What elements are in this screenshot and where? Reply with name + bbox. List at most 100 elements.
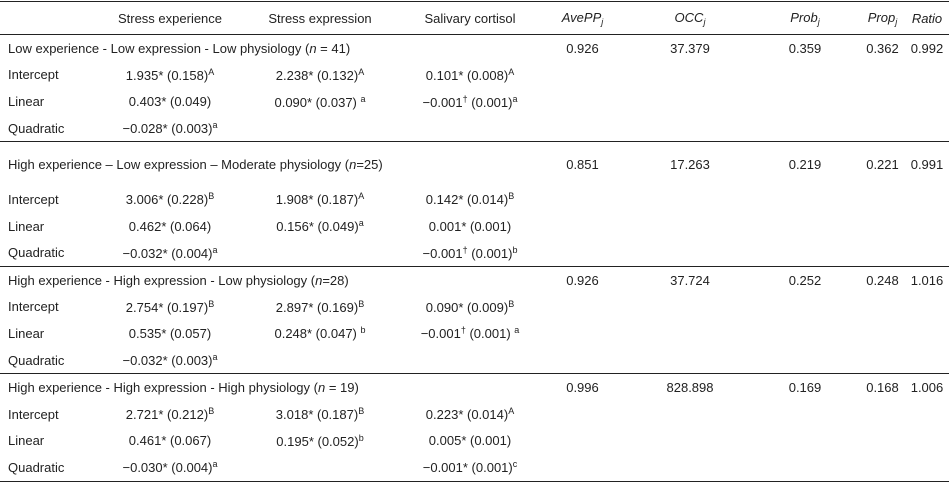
estimate-cell: 0.005* (0.001): [405, 427, 535, 454]
estimate-cell: 0.090* (0.009)B: [405, 293, 535, 320]
row-label: Quadratic: [0, 454, 105, 481]
stat-value: 0.996: [566, 379, 599, 395]
header-cell: Ratio: [905, 2, 949, 35]
stat-cell: 1.016: [905, 266, 949, 293]
estimate-cell: −0.028* (0.003)a: [105, 115, 235, 142]
superscript: B: [208, 191, 215, 202]
text: 0.005* (0.001): [428, 433, 512, 449]
estimate-cell: −0.001† (0.001)a: [405, 88, 535, 115]
data-row: Intercept 2.721* (0.212)B 3.018* (0.187)B 0…: [0, 401, 949, 428]
text: (0.001): [467, 245, 513, 261]
superscript: a: [212, 120, 218, 131]
stat-value: 1.016: [910, 272, 944, 288]
empty-cell: [535, 427, 949, 454]
data-row: Linear 0.535* (0.057) 0.248* (0.047) b −0.0…: [0, 320, 949, 347]
text: −0.032* (0.003): [122, 353, 213, 369]
row-label-text: Linear: [8, 325, 45, 341]
superscript: †: [462, 244, 468, 255]
estimate-cell: 1.935* (0.158)A: [105, 62, 235, 89]
superscript: c: [512, 459, 518, 470]
data-row: Intercept 3.006* (0.228)B 1.908* (0.187)A 0…: [0, 186, 949, 213]
stat-value: 828.898: [666, 379, 714, 395]
estimate-cell: [235, 347, 405, 374]
superscript: b: [360, 325, 366, 336]
stat-cell: 0.252: [750, 266, 860, 293]
estimate-cell: 0.142* (0.014)B: [405, 186, 535, 213]
superscript: a: [212, 459, 218, 470]
stat-value: 0.168: [866, 379, 899, 395]
empty-cell: [535, 186, 949, 213]
text: 0.535* (0.057): [128, 325, 212, 341]
text: High experience - High expression - High…: [8, 379, 318, 395]
group-title: High experience - High expression - High…: [0, 374, 535, 401]
estimate-cell: 0.403* (0.049): [105, 88, 235, 115]
estimate-cell: −0.030* (0.004)a: [105, 454, 235, 481]
header-cell: OCCj: [630, 2, 750, 35]
header-cell: Stress experience: [105, 2, 235, 35]
text: 1.908* (0.187): [275, 192, 359, 208]
estimate-cell: [235, 115, 405, 142]
text: = 41): [316, 40, 351, 56]
text: 2.754* (0.197): [125, 299, 209, 315]
table-header: Stress experience Stress expression Saliva…: [0, 1, 949, 35]
estimate-cell: [235, 239, 405, 266]
text: 0.001* (0.001): [428, 218, 512, 234]
stat-cell: 0.221: [860, 142, 905, 186]
superscript: a: [212, 244, 218, 255]
text: 0.156* (0.049): [276, 219, 359, 235]
estimate-cell: −0.001* (0.001)c: [405, 454, 535, 481]
profile-group: High experience - High expression - High…: [0, 373, 949, 482]
text: 0.195* (0.052): [276, 433, 359, 449]
group-row: High experience – Low expression – Moder…: [0, 141, 949, 186]
stat-value: 17.263: [670, 156, 710, 172]
data-row: Quadratic −0.032* (0.003)a: [0, 347, 949, 374]
superscript: A: [358, 66, 365, 77]
superscript: A: [208, 66, 215, 77]
text: −0.032* (0.004): [122, 245, 213, 261]
text: Stress expression: [268, 10, 372, 26]
stat-cell: 0.219: [750, 142, 860, 186]
data-row: Linear 0.462* (0.064) 0.156* (0.049)a 0.001…: [0, 213, 949, 240]
row-label-text: Intercept: [8, 406, 59, 422]
estimate-cell: 2.754* (0.197)B: [105, 293, 235, 320]
estimate-cell: 1.908* (0.187)A: [235, 186, 405, 213]
italic: n: [315, 272, 323, 288]
data-row: Intercept 2.754* (0.197)B 2.897* (0.169)B 0…: [0, 293, 949, 320]
text: (0.001): [467, 94, 513, 110]
data-row: Intercept 1.935* (0.158)A 2.238* (0.132)A 0…: [0, 62, 949, 89]
superscript: A: [508, 66, 515, 77]
stat-cell: 0.992: [905, 35, 949, 62]
row-label-text: Linear: [8, 94, 45, 110]
stat-cell: 37.724: [630, 266, 750, 293]
row-label-text: Intercept: [8, 299, 59, 315]
text: −0.001: [422, 94, 463, 110]
row-label: Quadratic: [0, 115, 105, 142]
italic: OCC: [674, 9, 704, 25]
italic: Ratio: [911, 10, 943, 26]
superscript: a: [212, 352, 218, 363]
estimate-cell: 0.090* (0.037) a: [235, 88, 405, 115]
empty-cell: [535, 401, 949, 428]
row-label-text: Quadratic: [8, 459, 65, 475]
superscript: A: [358, 191, 365, 202]
stat-cell: 1.006: [905, 374, 949, 401]
stat-cell: 17.263: [630, 142, 750, 186]
profile-group: High experience – Low expression – Moder…: [0, 141, 949, 266]
subscript: j: [895, 16, 898, 27]
header-cell: AvePPj: [535, 2, 630, 35]
estimate-cell: 0.101* (0.008)A: [405, 62, 535, 89]
text: Salivary cortisol: [424, 10, 516, 26]
estimate-cell: −0.032* (0.004)a: [105, 239, 235, 266]
text: (0.001): [465, 326, 515, 342]
superscript: B: [208, 298, 215, 309]
superscript: †: [460, 325, 466, 336]
row-label: Linear: [0, 88, 105, 115]
stat-cell: 0.168: [860, 374, 905, 401]
stat-value: 0.992: [910, 40, 944, 56]
stat-value: 0.169: [788, 379, 822, 395]
estimate-cell: 0.156* (0.049)a: [235, 213, 405, 240]
text: 3.006* (0.228): [125, 192, 209, 208]
row-label-text: Linear: [8, 218, 45, 234]
superscript: a: [512, 93, 518, 104]
row-label: Intercept: [0, 62, 105, 89]
